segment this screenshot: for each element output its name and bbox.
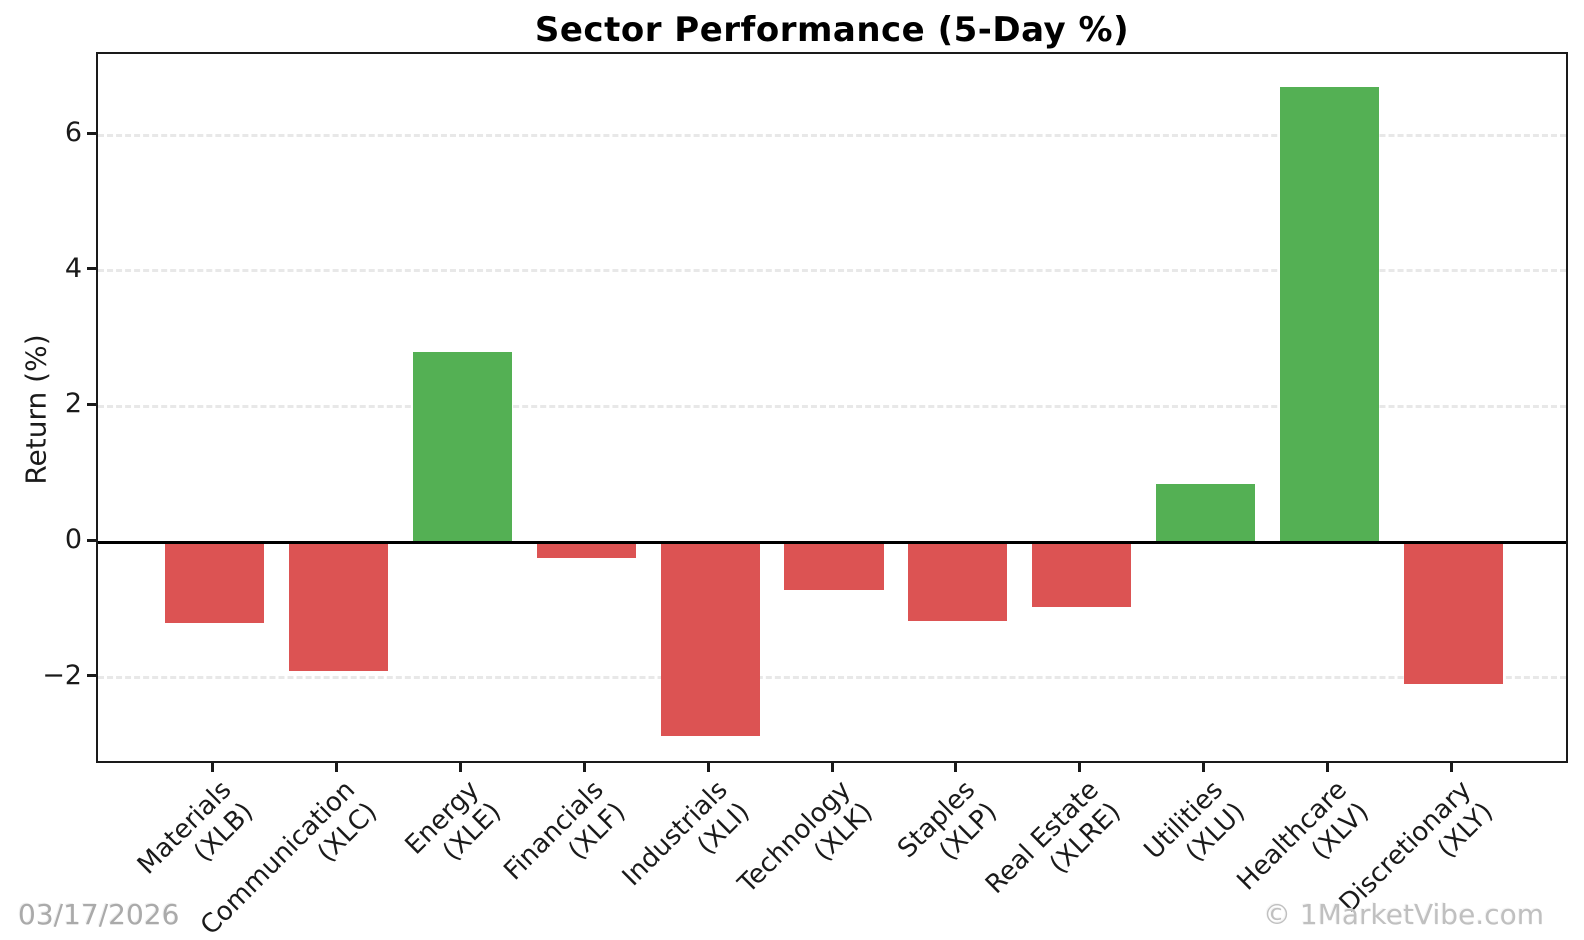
x-tick-xli	[706, 763, 710, 772]
x-tick-xlk	[830, 763, 834, 772]
y-tick-6	[87, 131, 96, 135]
x-tick-xlp	[954, 763, 958, 772]
y-tick-label-4: 4	[64, 252, 82, 284]
footer-watermark: © 1MarketVibe.com	[1263, 898, 1544, 931]
y-tick-2	[87, 402, 96, 406]
bar-xli	[660, 542, 760, 736]
bar-xlu	[1156, 484, 1256, 542]
bar-xlk	[784, 542, 884, 591]
plot-area	[96, 52, 1568, 763]
x-tick-xly	[1450, 763, 1454, 772]
bar-xlb	[164, 542, 265, 624]
x-tick-xlf	[582, 763, 586, 772]
y-tick-0	[87, 538, 96, 542]
x-tick-xlb	[210, 763, 214, 772]
bar-xlre	[1032, 542, 1132, 608]
bar-xly	[1403, 542, 1504, 685]
y-tick-4	[87, 267, 96, 271]
chart-title: Sector Performance (5-Day %)	[534, 10, 1130, 50]
footer-date: 03/17/2026	[18, 898, 180, 931]
bar-xle	[412, 352, 512, 542]
y-tick-label--2: −2	[42, 659, 82, 691]
y-tick--2	[87, 674, 96, 678]
gridline-y-6	[98, 133, 1566, 137]
y-tick-label-0: 0	[64, 524, 82, 555]
gridline-y-2	[98, 404, 1566, 408]
x-tick-xlre	[1078, 763, 1082, 772]
bar-xlp	[908, 542, 1008, 621]
bar-xlf	[536, 542, 636, 559]
zero-line	[98, 540, 1566, 544]
x-tick-xlu	[1202, 763, 1206, 772]
bar-xlc	[288, 542, 388, 671]
gridline-y-4	[98, 269, 1566, 273]
gridline-y--2	[98, 676, 1566, 680]
x-tick-xlv	[1326, 763, 1330, 772]
y-tick-label-6: 6	[64, 117, 82, 149]
x-tick-xlc	[334, 763, 338, 772]
bar-xlv	[1280, 86, 1380, 542]
x-tick-xle	[458, 763, 462, 772]
y-tick-label-2: 2	[64, 388, 82, 420]
